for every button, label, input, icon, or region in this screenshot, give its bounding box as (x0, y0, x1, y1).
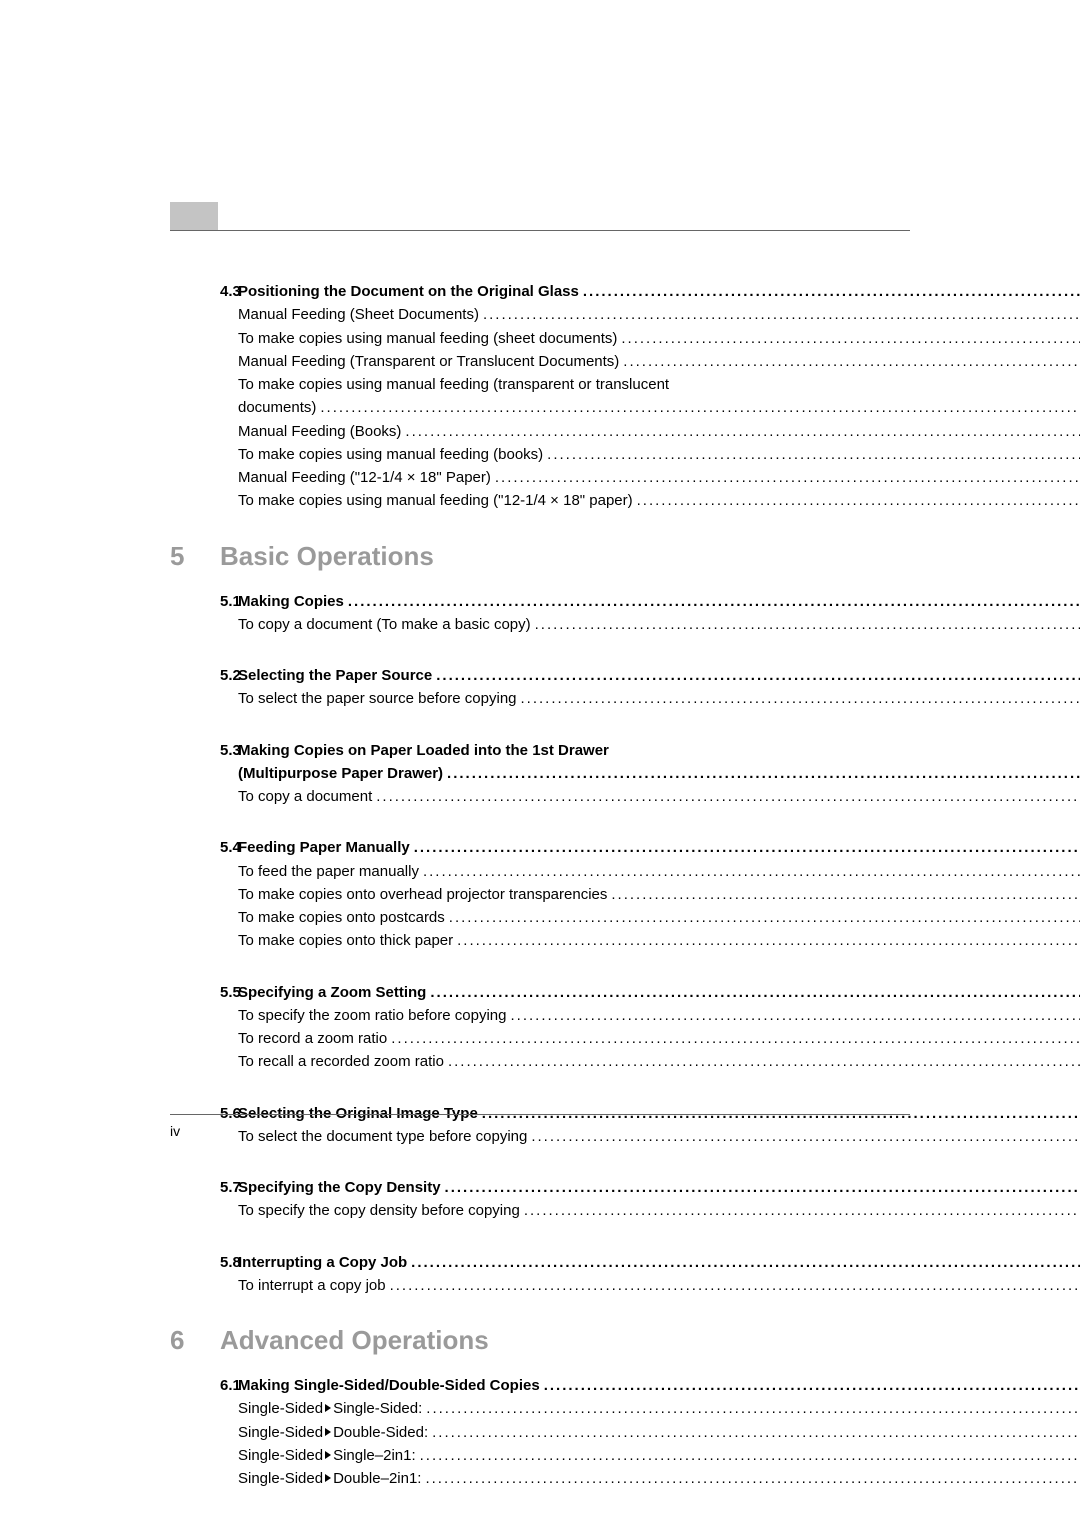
toc-entry: To specify the copy density before copyi… (238, 1199, 520, 1222)
section-5-8: 5.8 Interrupting a Copy Job5-22 To inter… (170, 1251, 910, 1298)
chapter-6-heading: 6 Advanced Operations (170, 1325, 910, 1356)
section-5-2: 5.2 Selecting the Paper Source5-4 To sel… (170, 664, 910, 711)
toc-entry-r: Double-Sided: (333, 1424, 428, 1441)
toc-entry: To make copies using manual feeding (tra… (238, 373, 669, 396)
toc-page: 4.3 Positioning the Document on the Orig… (0, 0, 1080, 1490)
toc-entry: Manual Feeding (Books) (238, 420, 401, 443)
page-number: iv (170, 1123, 910, 1139)
toc-entry-l: Single-Sided (238, 1447, 323, 1464)
chapter-5-heading: 5 Basic Operations (170, 541, 910, 572)
section-head: Selecting the Paper Source (238, 664, 432, 687)
section-head-b: (Multipurpose Paper Drawer) (238, 762, 443, 785)
subsection-number: 5.5 (170, 984, 238, 1001)
toc-entry: To make copies onto overhead projector t… (238, 883, 607, 906)
toc-entry-l: Single-Sided (238, 1400, 323, 1417)
section-5-3: 5.3 Making Copies on Paper Loaded into t… (170, 739, 910, 809)
section-head: Feeding Paper Manually (238, 836, 410, 859)
toc-entry: To make copies using manual feeding (she… (238, 327, 617, 350)
subsection-number: 5.1 (170, 593, 238, 610)
toc-entry: To copy a document (238, 785, 372, 808)
chapter-title: Advanced Operations (220, 1325, 489, 1356)
section-5-7: 5.7 Specifying the Copy Density5-20 To s… (170, 1176, 910, 1223)
toc-entry-l: Single-Sided (238, 1424, 323, 1441)
footer-rule (170, 1114, 910, 1115)
subsection-number: 5.8 (170, 1254, 238, 1271)
section-6-1: 6.1 Making Single-Sided/Double-Sided Cop… (170, 1374, 910, 1490)
subsection-number: 6.1 (170, 1377, 238, 1394)
toc-entry: Manual Feeding (Sheet Documents) (238, 303, 479, 326)
chapter-number: 5 (170, 541, 220, 572)
section-head: Positioning the Document on the Original… (238, 280, 579, 303)
chapter-title: Basic Operations (220, 541, 434, 572)
triangle-icon (325, 1451, 331, 1459)
section-head: Specifying a Zoom Setting (238, 981, 426, 1004)
section-5-4: 5.4 Feeding Paper Manually5-7 To feed th… (170, 836, 910, 952)
section-5-1: 5.1 Making Copies5-1 To copy a document … (170, 590, 910, 637)
toc-entry-r: Single–2in1: (333, 1447, 416, 1464)
subsection-number: 5.3 (170, 742, 238, 759)
toc-entry: To specify the zoom ratio before copying (238, 1004, 506, 1027)
triangle-icon (325, 1404, 331, 1412)
section-head: Making Single-Sided/Double-Sided Copies (238, 1374, 540, 1397)
section-5-5: 5.5 Specifying a Zoom Setting5-14 To spe… (170, 981, 910, 1074)
toc-entry: To make copies using manual feeding (boo… (238, 443, 543, 466)
toc-entry: To feed the paper manually (238, 860, 419, 883)
toc-entry-l: Single-Sided (238, 1470, 323, 1487)
subsection-number: 4.3 (170, 283, 238, 300)
section-head-a: Making Copies on Paper Loaded into the 1… (238, 739, 609, 762)
subsection-number: 5.2 (170, 667, 238, 684)
toc-entry: Manual Feeding ("12-1/4 × 18" Paper) (238, 466, 491, 489)
section-4-3: 4.3 Positioning the Document on the Orig… (170, 280, 910, 513)
toc-entry-r: Single-Sided: (333, 1400, 422, 1417)
triangle-icon (325, 1428, 331, 1436)
chapter-number: 6 (170, 1325, 220, 1356)
toc-entry-r: Double–2in1: (333, 1470, 421, 1487)
page-footer: iv (170, 1114, 910, 1139)
toc-entry: documents) (238, 396, 316, 419)
header-gray-box (170, 202, 218, 230)
subsection-number: 5.4 (170, 839, 238, 856)
section-head: Specifying the Copy Density (238, 1176, 441, 1199)
toc-entry: To make copies onto postcards (238, 906, 445, 929)
section-head: Making Copies (238, 590, 344, 613)
toc-entry: To recall a recorded zoom ratio (238, 1050, 444, 1073)
toc-entry: To interrupt a copy job (238, 1274, 386, 1297)
subsection-number: 5.7 (170, 1179, 238, 1196)
toc-entry: To copy a document (To make a basic copy… (238, 613, 531, 636)
triangle-icon (325, 1474, 331, 1482)
toc-entry: To select the paper source before copyin… (238, 687, 517, 710)
toc-entry: To make copies onto thick paper (238, 929, 453, 952)
header-rule (170, 230, 910, 231)
toc-entry: Manual Feeding (Transparent or Transluce… (238, 350, 619, 373)
section-head: Interrupting a Copy Job (238, 1251, 407, 1274)
toc-entry: To record a zoom ratio (238, 1027, 387, 1050)
toc-entry: To make copies using manual feeding ("12… (238, 489, 633, 512)
